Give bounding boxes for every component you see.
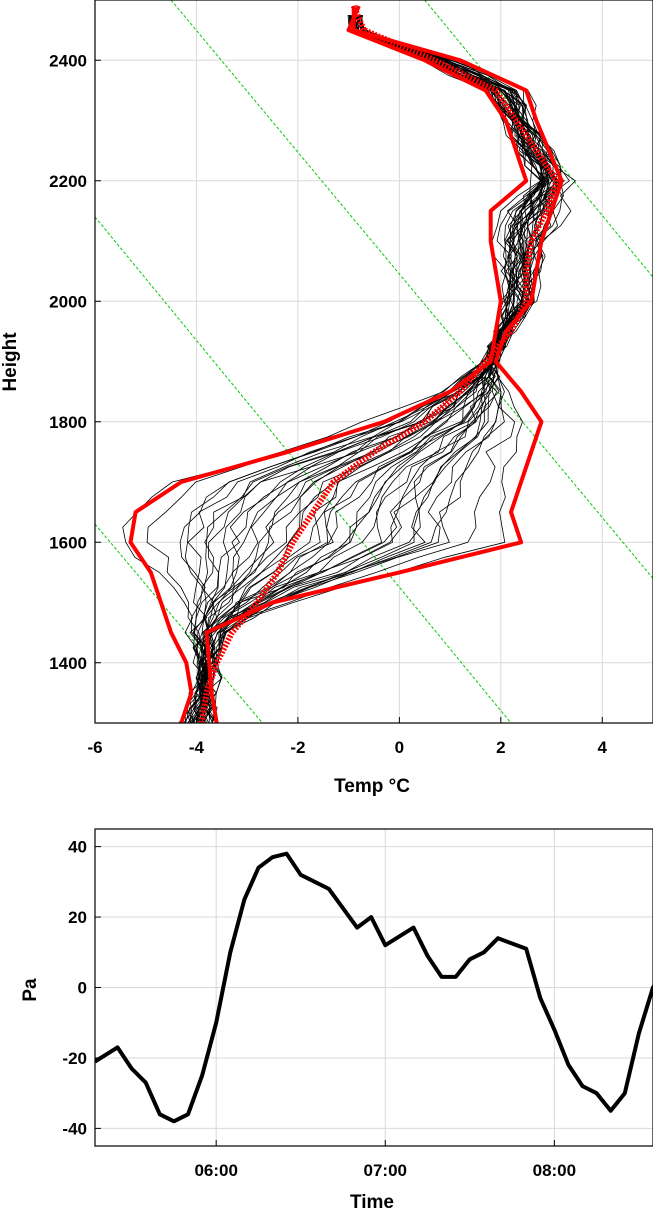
y-tick-label: 2200	[49, 172, 87, 191]
red-profiles	[128, 4, 564, 723]
y-tick-label: 0	[78, 979, 87, 998]
x-tick-label: 0	[395, 738, 404, 757]
grid	[94, 0, 653, 723]
pressure-line	[95, 851, 653, 1124]
y-tick-label: 1800	[49, 413, 87, 432]
x-tick-label: -2	[290, 738, 305, 757]
y-tick-label: 20	[68, 908, 87, 927]
x-tick-label: -4	[189, 738, 205, 757]
y-tick-label: 1400	[49, 654, 87, 673]
pressure-time-series-chart: 06:00 07:00 08:00 -40 -20 0 20 40 Time Pa	[20, 828, 653, 1212]
x-axis-label: Temp °C	[334, 776, 410, 797]
tick-labels: -6 -4 -2 0 2 4 1400 1600 1800 2000 2200 2400	[49, 51, 607, 757]
y-tick-label: -40	[62, 1119, 87, 1138]
profile-line	[200, 14, 565, 723]
series	[95, 851, 653, 1124]
x-tick-label: -6	[87, 738, 102, 757]
envelope-left-line	[128, 5, 529, 723]
x-tick-label: 08:00	[533, 1161, 576, 1180]
profile-line	[204, 15, 577, 723]
x-tick-label: 2	[496, 738, 505, 757]
x-axis-label: Time	[350, 1192, 394, 1212]
profile-line	[187, 15, 542, 723]
x-tick-label: 4	[598, 738, 608, 757]
y-tick-label: 2000	[49, 292, 87, 311]
x-tick-label: 06:00	[194, 1161, 237, 1180]
profile-line	[146, 15, 533, 723]
reference-line	[94, 216, 512, 724]
profile-line	[200, 14, 548, 723]
reference-line	[170, 0, 653, 579]
profile-line	[204, 15, 564, 723]
x-tick-label: 07:00	[364, 1161, 407, 1180]
plot-area	[95, 0, 653, 723]
tick-labels: 06:00 07:00 08:00 -40 -20 0 20 40	[62, 838, 576, 1180]
reference-line	[94, 523, 263, 724]
grid	[95, 829, 653, 1146]
reference-lines	[94, 0, 653, 724]
y-tick-label: -20	[62, 1049, 87, 1068]
plot-frame	[94, 0, 653, 724]
y-axis-label: Pa	[20, 978, 41, 1002]
profile-line	[122, 14, 542, 723]
temperature-profile-chart: -6 -4 -2 0 2 4 1400 1600 1800 2000 2200 2400 Temp °…	[0, 0, 653, 797]
profile-line	[198, 14, 548, 723]
y-axis-label: Height	[0, 332, 21, 392]
mean-profile-line	[198, 4, 560, 723]
y-tick-label: 2400	[49, 51, 87, 70]
y-tick-label: 40	[68, 838, 87, 857]
y-tick-label: 1600	[49, 533, 87, 552]
envelope-right-line	[204, 6, 564, 723]
